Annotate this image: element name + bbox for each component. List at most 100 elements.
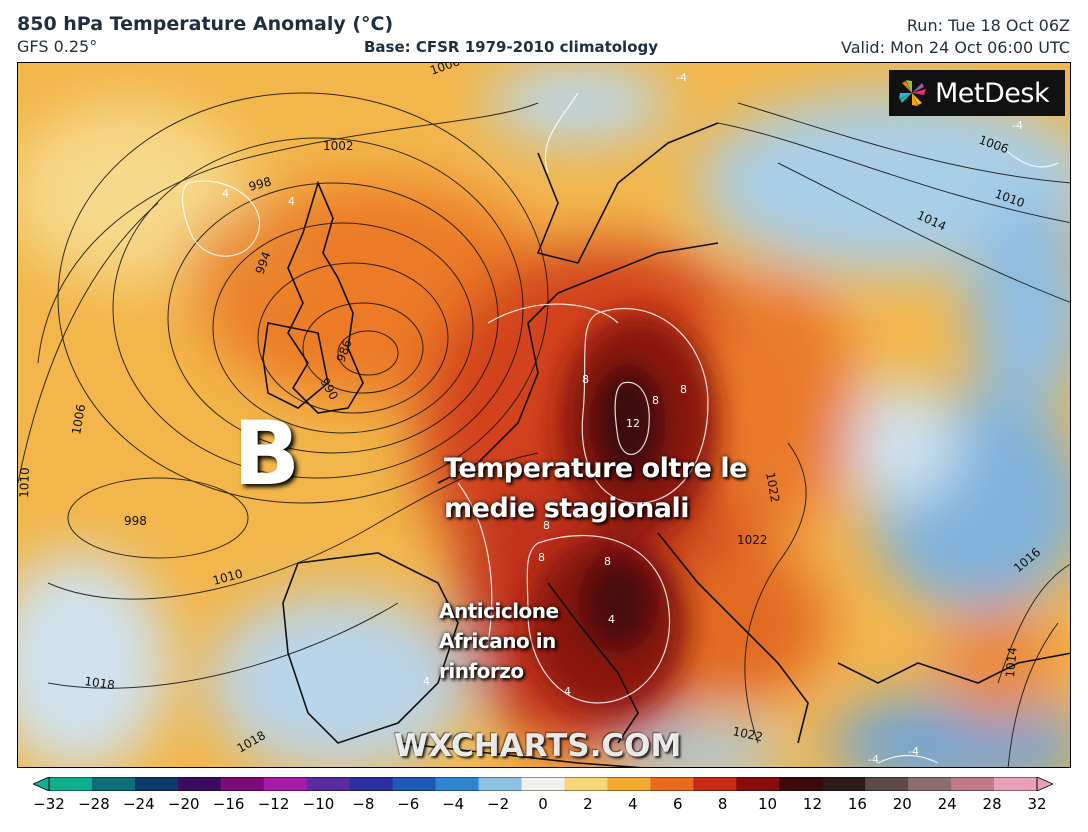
colorbar-right-arrow: [1036, 777, 1053, 791]
colorbar-segment: [49, 777, 93, 791]
colorbar-tick-label: 24: [937, 795, 957, 813]
run-time-label: Run: Tue 18 Oct 06Z: [906, 16, 1070, 35]
low-pressure-marker: B: [233, 402, 301, 505]
colorbar-segment: [134, 777, 179, 791]
anomaly-label: 8: [680, 383, 687, 396]
warm-anomaly-annotation: Temperature oltre le medie stagionali: [444, 449, 747, 529]
colorbar-tick-label: 32: [1027, 795, 1047, 813]
annotation-line: Africano in: [439, 629, 556, 653]
anomaly-label: 8: [652, 394, 659, 407]
isobar-label: 1014: [1003, 647, 1020, 679]
annotation-line: medie stagionali: [444, 493, 690, 524]
anomaly-label: 8: [582, 373, 589, 386]
colorbar-segment: [435, 777, 480, 791]
isobar-label: 1018: [84, 674, 116, 692]
colorbar-tick-label: 16: [847, 795, 867, 813]
colorbar-tick-label: −12: [257, 795, 290, 813]
colorbar-frame: [48, 777, 1038, 791]
isobars: [18, 92, 1070, 767]
colorbar-tick-label: −32: [33, 795, 65, 813]
colorbar-tick-label: 28: [982, 795, 1002, 813]
isobar-label: 1006: [69, 403, 88, 436]
colorbar-tick-label: 12: [802, 795, 822, 813]
colorbar-segment: [306, 777, 351, 791]
colorbar: [33, 777, 1053, 791]
annotation-line: Temperature oltre le: [444, 453, 747, 484]
anomaly-label: -4: [676, 71, 687, 84]
anomaly-label: 4: [288, 195, 295, 208]
anomaly-label: -4: [868, 753, 879, 766]
isobar-label: 1022: [763, 471, 782, 504]
colorbar-tick-label: −8: [352, 795, 375, 813]
colorbar-segment: [994, 777, 1038, 791]
anomaly-label: -4: [1012, 119, 1023, 132]
isobar-label: 998: [124, 514, 147, 528]
colorbar-segment: [951, 777, 995, 791]
colorbar-segment: [478, 777, 523, 791]
colorbar-segment: [908, 777, 952, 791]
isobar-label: 1010: [18, 467, 32, 498]
colorbar-segment: [564, 777, 609, 791]
colorbar-tick-label: 4: [628, 795, 638, 813]
colorbar-tick-label: −2: [487, 795, 510, 813]
metdesk-logo-text: MetDesk: [935, 77, 1050, 109]
anomaly-label: 4: [222, 187, 229, 200]
colorbar-tick-label: 2: [583, 795, 593, 813]
colorbar-segment: [736, 777, 780, 791]
annotation-line: rinforzo: [439, 659, 524, 683]
colorbar-segment: [392, 777, 437, 791]
colorbar-segment: [779, 777, 823, 791]
colorbar-segment: [177, 777, 222, 791]
anomaly-label: 8: [543, 519, 550, 532]
anomaly-core: [528, 313, 718, 713]
valid-time-label: Valid: Mon 24 Oct 06:00 UTC: [841, 38, 1070, 57]
colorbar-segment: [693, 777, 737, 791]
chart-title: 850 hPa Temperature Anomaly (°C): [17, 13, 394, 35]
colorbar-tick-label: −10: [302, 795, 335, 813]
colorbar-tick-label: −24: [122, 795, 155, 813]
colorbar-ticks: −32 −28 −24 −20 −16 −12 −10 −8 −6 −4 −2 0 2 4 6 8 10 12 16…: [0, 795, 1088, 819]
colorbar-segments: [49, 777, 1038, 791]
base-climatology-label: Base: CFSR 1979-2010 climatology: [364, 38, 659, 56]
anomaly-label: 4: [423, 675, 430, 688]
wxcharts-watermark: WXCHARTS.COM: [394, 728, 682, 764]
isobar-label: 998: [247, 174, 273, 193]
anomaly-label: 4: [564, 685, 571, 698]
colorbar-tick-label: −16: [212, 795, 245, 813]
colorbar-segment: [865, 777, 909, 791]
anticyclone-annotation: Anticiclone Africano in rinforzo: [439, 596, 559, 686]
colorbar-segment: [607, 777, 651, 791]
colorbar-tick-label: −4: [442, 795, 465, 813]
anomaly-label: 12: [626, 417, 640, 430]
colorbar-tick-label: −20: [167, 795, 200, 813]
coastlines: [262, 122, 1070, 767]
anomaly-label: 4: [608, 613, 615, 626]
colorbar-tick-label: 20: [892, 795, 912, 813]
colorbar-segment: [650, 777, 694, 791]
anomaly-label: -4: [908, 745, 919, 758]
colorbar-tick-label: 8: [717, 795, 728, 813]
colorbar-tick-label: −6: [397, 795, 420, 813]
colorbar-segment: [91, 777, 136, 791]
colorbar-segment: [521, 777, 566, 791]
anomaly-label: 8: [604, 555, 611, 568]
colorbar-tick-label: 6: [672, 795, 683, 813]
colorbar-tick-label: −28: [78, 795, 110, 813]
annotation-line: Anticiclone: [439, 599, 559, 623]
metdesk-pinwheel-icon: [899, 80, 926, 106]
anomaly-labels: 4 4 -4 -4 12 8 8 8 8 8 8 4 4 4 -4 -4: [222, 71, 1023, 766]
colorbar-segment: [263, 777, 308, 791]
colorbar-left-arrow: [33, 777, 50, 791]
colorbar-segment: [220, 777, 265, 791]
anomaly-contours: [181, 92, 1059, 764]
colorbar-segment: [349, 777, 394, 791]
isobar-label: 1002: [323, 139, 354, 153]
colorbar-segment: [822, 777, 866, 791]
anomaly-map: 1006 1002 998 994 990 986 1006 1010 998 …: [17, 62, 1071, 768]
isobar-label: 1022: [737, 533, 768, 547]
colorbar-tick-label: 0: [538, 795, 548, 813]
anomaly-label: 8: [538, 551, 545, 564]
model-label: GFS 0.25°: [17, 37, 98, 56]
metdesk-logo: MetDesk: [889, 70, 1065, 116]
colorbar-tick-label: 10: [757, 795, 778, 813]
